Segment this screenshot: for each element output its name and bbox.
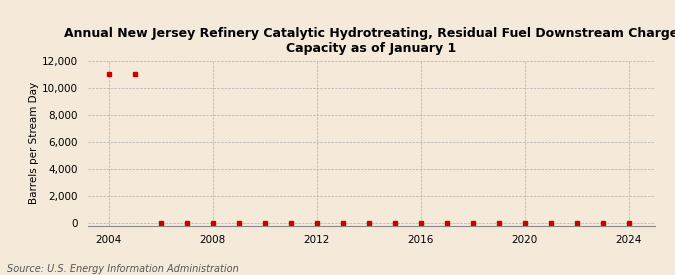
Text: Source: U.S. Energy Information Administration: Source: U.S. Energy Information Administ… <box>7 264 238 274</box>
Y-axis label: Barrels per Stream Day: Barrels per Stream Day <box>29 82 39 204</box>
Title: Annual New Jersey Refinery Catalytic Hydrotreating, Residual Fuel Downstream Cha: Annual New Jersey Refinery Catalytic Hyd… <box>64 27 675 55</box>
